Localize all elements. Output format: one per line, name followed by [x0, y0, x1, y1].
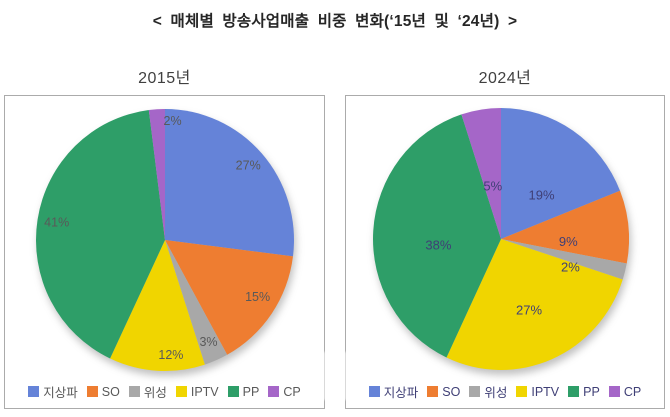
- pie-slice-SO: [165, 240, 293, 355]
- legend-swatch-SO: [427, 386, 439, 397]
- legend-swatch-지상파: [368, 386, 380, 397]
- figure-title: < 매체별 방송사업매출 비중 변화(‘15년 및 ‘24년) >: [152, 13, 518, 30]
- legend-swatch-PP: [568, 386, 580, 397]
- pie-data-label-SO: 9%: [559, 234, 578, 249]
- legend-label-SO: SO: [442, 384, 461, 399]
- legend-2024: 지상파 SO 위성 IPTV PP CP: [346, 382, 664, 401]
- chart-title-2015: 2015년: [138, 70, 191, 87]
- pie-slice-PP: [35, 110, 166, 359]
- pie-slice-IPTV: [446, 239, 623, 370]
- legend-2015: 지상파 SO 위성 IPTV PP CP: [5, 382, 324, 401]
- pie-chart-2024: 19% 9% 2% 27% 38% 5%: [373, 108, 629, 370]
- pie-chart-2015: 27% 15% 3% 12% 41% 2%: [35, 109, 294, 372]
- legend-swatch-위성: [128, 386, 140, 397]
- legend-swatch-IPTV: [516, 386, 528, 397]
- pie-data-label-IPTV: 12%: [158, 348, 183, 362]
- legend-swatch-지상파: [28, 386, 40, 397]
- pie-slice-지상파: [501, 108, 621, 239]
- legend-label-CP: CP: [623, 384, 642, 399]
- pie-data-label-CP: 5%: [483, 179, 502, 194]
- legend-swatch-CP: [608, 386, 620, 397]
- legend-item-위성: 위성: [128, 382, 167, 401]
- legend-item-SO: SO: [427, 385, 460, 399]
- legend-label-CP: CP: [283, 384, 301, 399]
- pie-data-label-위성: 3%: [199, 335, 217, 349]
- pie-slice-PP: [373, 114, 501, 358]
- pie-data-label-SO: 15%: [245, 290, 270, 304]
- pie-slice-IPTV: [110, 240, 205, 372]
- legend-label-지상파: 지상파: [43, 386, 78, 400]
- pie-data-label-지상파: 19%: [528, 188, 554, 203]
- pie-data-label-지상파: 27%: [236, 159, 261, 173]
- legend-item-IPTV: IPTV: [175, 384, 219, 399]
- legend-item-PP: PP: [227, 384, 260, 399]
- pie-data-label-위성: 2%: [561, 260, 580, 275]
- pie-slice-지상파: [165, 109, 294, 257]
- legend-label-SO: SO: [101, 384, 120, 399]
- legend-label-위성: 위성: [484, 386, 508, 400]
- legend-item-PP: PP: [568, 385, 600, 399]
- legend-label-IPTV: IPTV: [190, 384, 219, 399]
- pie-slice-CP: [461, 108, 501, 239]
- pie-data-label-CP: 2%: [164, 114, 182, 128]
- legend-label-IPTV: IPTV: [531, 384, 560, 399]
- plot-area-2024: 19% 9% 2% 27% 38% 5% 지상파 SO 위성 IPTV PP CP: [345, 95, 665, 409]
- legend-label-PP: PP: [583, 384, 600, 399]
- pie-data-label-IPTV: 27%: [516, 302, 542, 317]
- chart-title-2024: 2024년: [478, 70, 532, 87]
- legend-item-지상파: 지상파: [368, 382, 419, 401]
- legend-label-위성: 위성: [143, 386, 167, 400]
- legend-item-IPTV: IPTV: [516, 385, 559, 399]
- pie-slice-위성: [165, 240, 228, 365]
- legend-item-지상파: 지상파: [28, 382, 78, 401]
- legend-swatch-CP: [268, 386, 280, 397]
- legend-swatch-SO: [86, 386, 98, 397]
- pie-slice-SO: [501, 190, 629, 264]
- pie-data-label-PP: 41%: [44, 216, 69, 230]
- legend-label-PP: PP: [242, 384, 260, 399]
- legend-item-위성: 위성: [469, 382, 507, 401]
- legend-item-CP: CP: [608, 384, 642, 399]
- pie-data-label-PP: 38%: [425, 238, 451, 253]
- legend-label-지상파: 지상파: [383, 386, 419, 400]
- legend-item-CP: CP: [268, 384, 301, 399]
- pie-slice-위성: [501, 239, 627, 280]
- legend-swatch-PP: [227, 386, 239, 397]
- pie-slice-CP: [148, 109, 165, 240]
- plot-area-2015: 27% 15% 3% 12% 41% 2% 지상파 SO 위성 IPTV PP CP: [4, 95, 325, 409]
- legend-swatch-IPTV: [175, 386, 187, 397]
- legend-item-SO: SO: [86, 384, 120, 399]
- legend-swatch-위성: [469, 386, 481, 397]
